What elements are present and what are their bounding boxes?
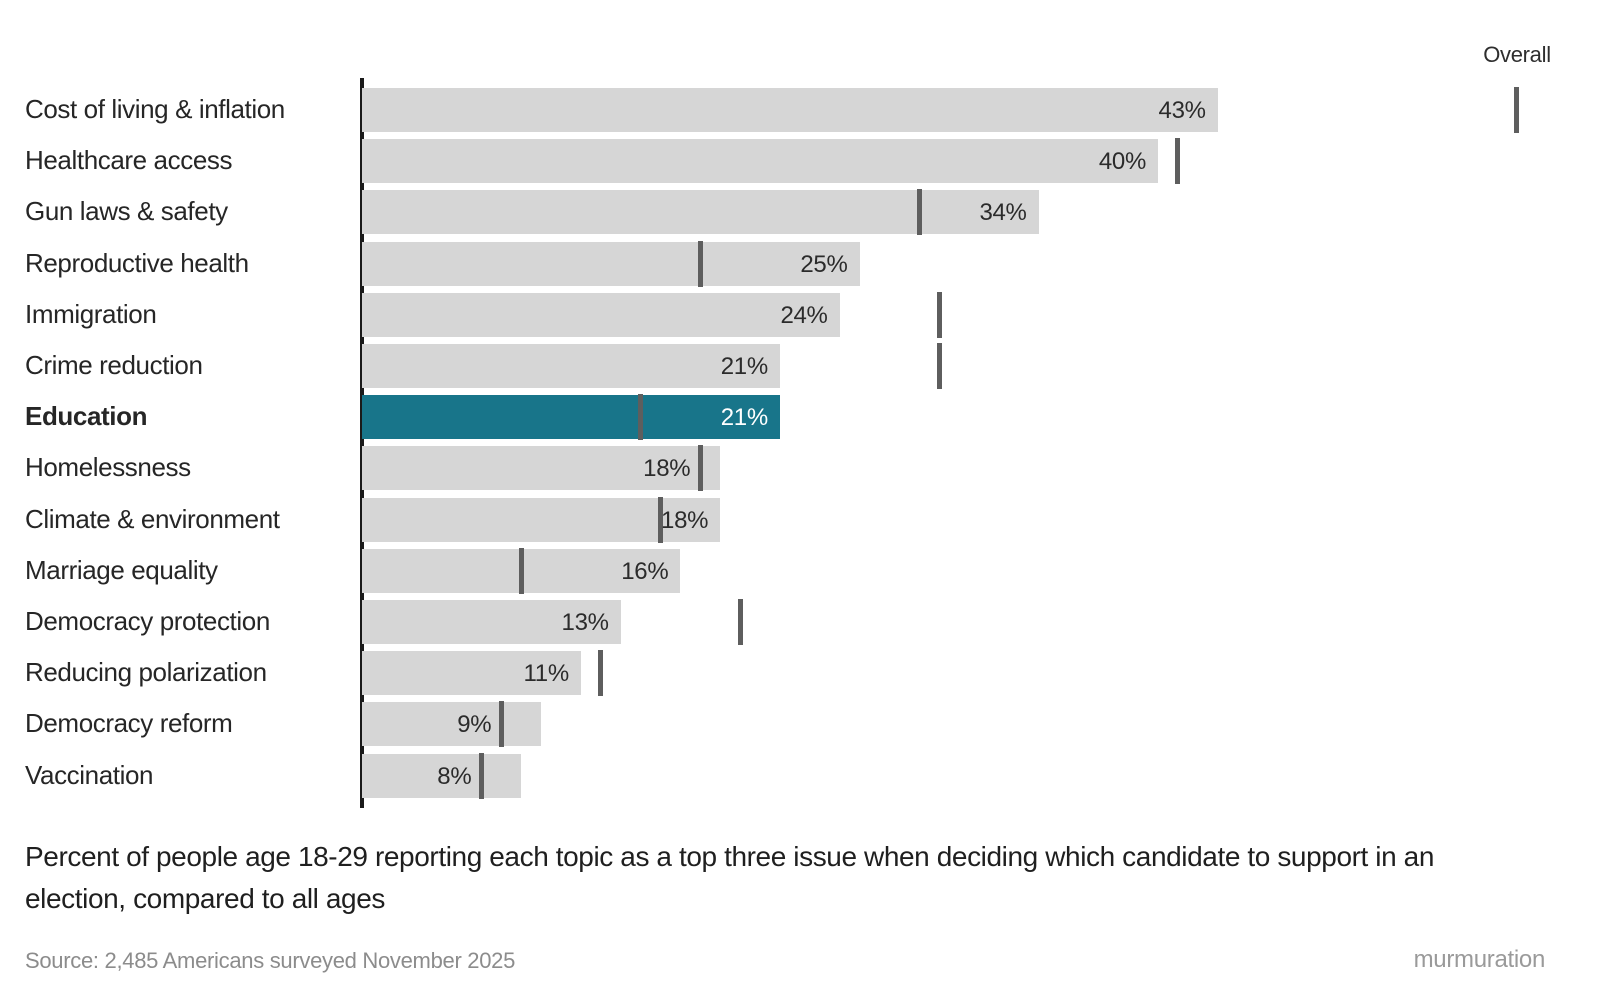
overall-tick-marriage-equality — [518, 547, 524, 594]
overall-tick-climate-environment — [658, 496, 663, 543]
value-label-reproductive-health: 25% — [800, 250, 848, 278]
overall-tick-democracy-protection — [737, 599, 743, 645]
category-label-cost-of-living-inflation: Cost of living & inflation — [25, 94, 285, 124]
bar-gun-laws-safety — [362, 190, 1039, 235]
value-label-gun-laws-safety: 34% — [979, 199, 1027, 227]
category-label-climate-environment: Climate & environment — [25, 503, 280, 534]
bar-crime-reduction — [362, 344, 780, 388]
overall-legend-label: Overall — [1483, 42, 1551, 67]
bar-homelessness — [362, 446, 721, 491]
category-label-reproductive-health: Reproductive health — [25, 247, 249, 278]
category-label-vaccination: Vaccination — [25, 759, 154, 790]
category-label-healthcare-access: Healthcare access — [25, 145, 233, 176]
value-label-homelessness: 18% — [643, 455, 691, 483]
overall-tick-homelessness — [697, 445, 703, 492]
y-axis-line — [360, 78, 364, 808]
category-label-crime-reduction: Crime reduction — [25, 350, 203, 380]
overall-tick-reducing-polarization — [598, 650, 604, 697]
overall-tick-democracy-reform — [498, 701, 504, 748]
overall-tick-education — [638, 394, 644, 441]
value-label-cost-of-living-inflation: 43% — [1158, 97, 1206, 124]
source-note: Source: 2,485 Americans surveyed Novembe… — [25, 948, 516, 973]
overall-tick-vaccination — [478, 752, 484, 799]
value-label-crime-reduction: 21% — [720, 353, 768, 380]
overall-tick-reproductive-health — [697, 240, 703, 287]
category-label-immigration: Immigration — [25, 298, 157, 329]
overall-tick-cost-of-living-inflation — [1513, 87, 1519, 133]
category-label-homelessness: Homelessness — [25, 452, 191, 483]
bar-reproductive-health — [362, 241, 860, 286]
value-label-education: 21% — [720, 404, 768, 432]
bar-vaccination — [362, 753, 522, 798]
bar-reducing-polarization — [362, 651, 581, 696]
bar-democracy-protection — [362, 600, 621, 644]
value-label-democracy-reform: 9% — [457, 711, 492, 739]
bar-democracy-reform — [362, 702, 542, 747]
value-label-climate-environment: 18% — [661, 506, 709, 534]
value-label-reducing-polarization: 11% — [523, 660, 570, 688]
value-label-vaccination: 8% — [437, 762, 472, 790]
bar-cost-of-living-inflation — [362, 88, 1218, 132]
overall-tick-crime-reduction — [936, 343, 942, 389]
overall-tick-healthcare-access — [1175, 138, 1181, 185]
chart-caption: Percent of people age 18-29 reporting ea… — [25, 841, 1435, 914]
value-label-marriage-equality: 16% — [621, 557, 669, 585]
overall-tick-immigration — [936, 291, 942, 338]
bar-healthcare-access — [362, 139, 1158, 184]
category-label-reducing-polarization: Reducing polarization — [25, 657, 267, 688]
brand-logo-text: murmuration — [1413, 946, 1546, 973]
bar-immigration — [362, 292, 840, 337]
value-label-immigration: 24% — [780, 301, 828, 329]
bar-education — [362, 395, 780, 440]
category-label-democracy-reform: Democracy reform — [25, 708, 233, 739]
value-label-democracy-protection: 13% — [561, 609, 609, 636]
category-label-democracy-protection: Democracy protection — [25, 606, 270, 636]
value-label-healthcare-access: 40% — [1098, 148, 1146, 176]
category-label-gun-laws-safety: Gun laws & safety — [25, 196, 228, 227]
category-label-education: Education — [25, 401, 148, 432]
overall-tick-gun-laws-safety — [916, 189, 922, 236]
category-label-marriage-equality: Marriage equality — [25, 554, 218, 585]
